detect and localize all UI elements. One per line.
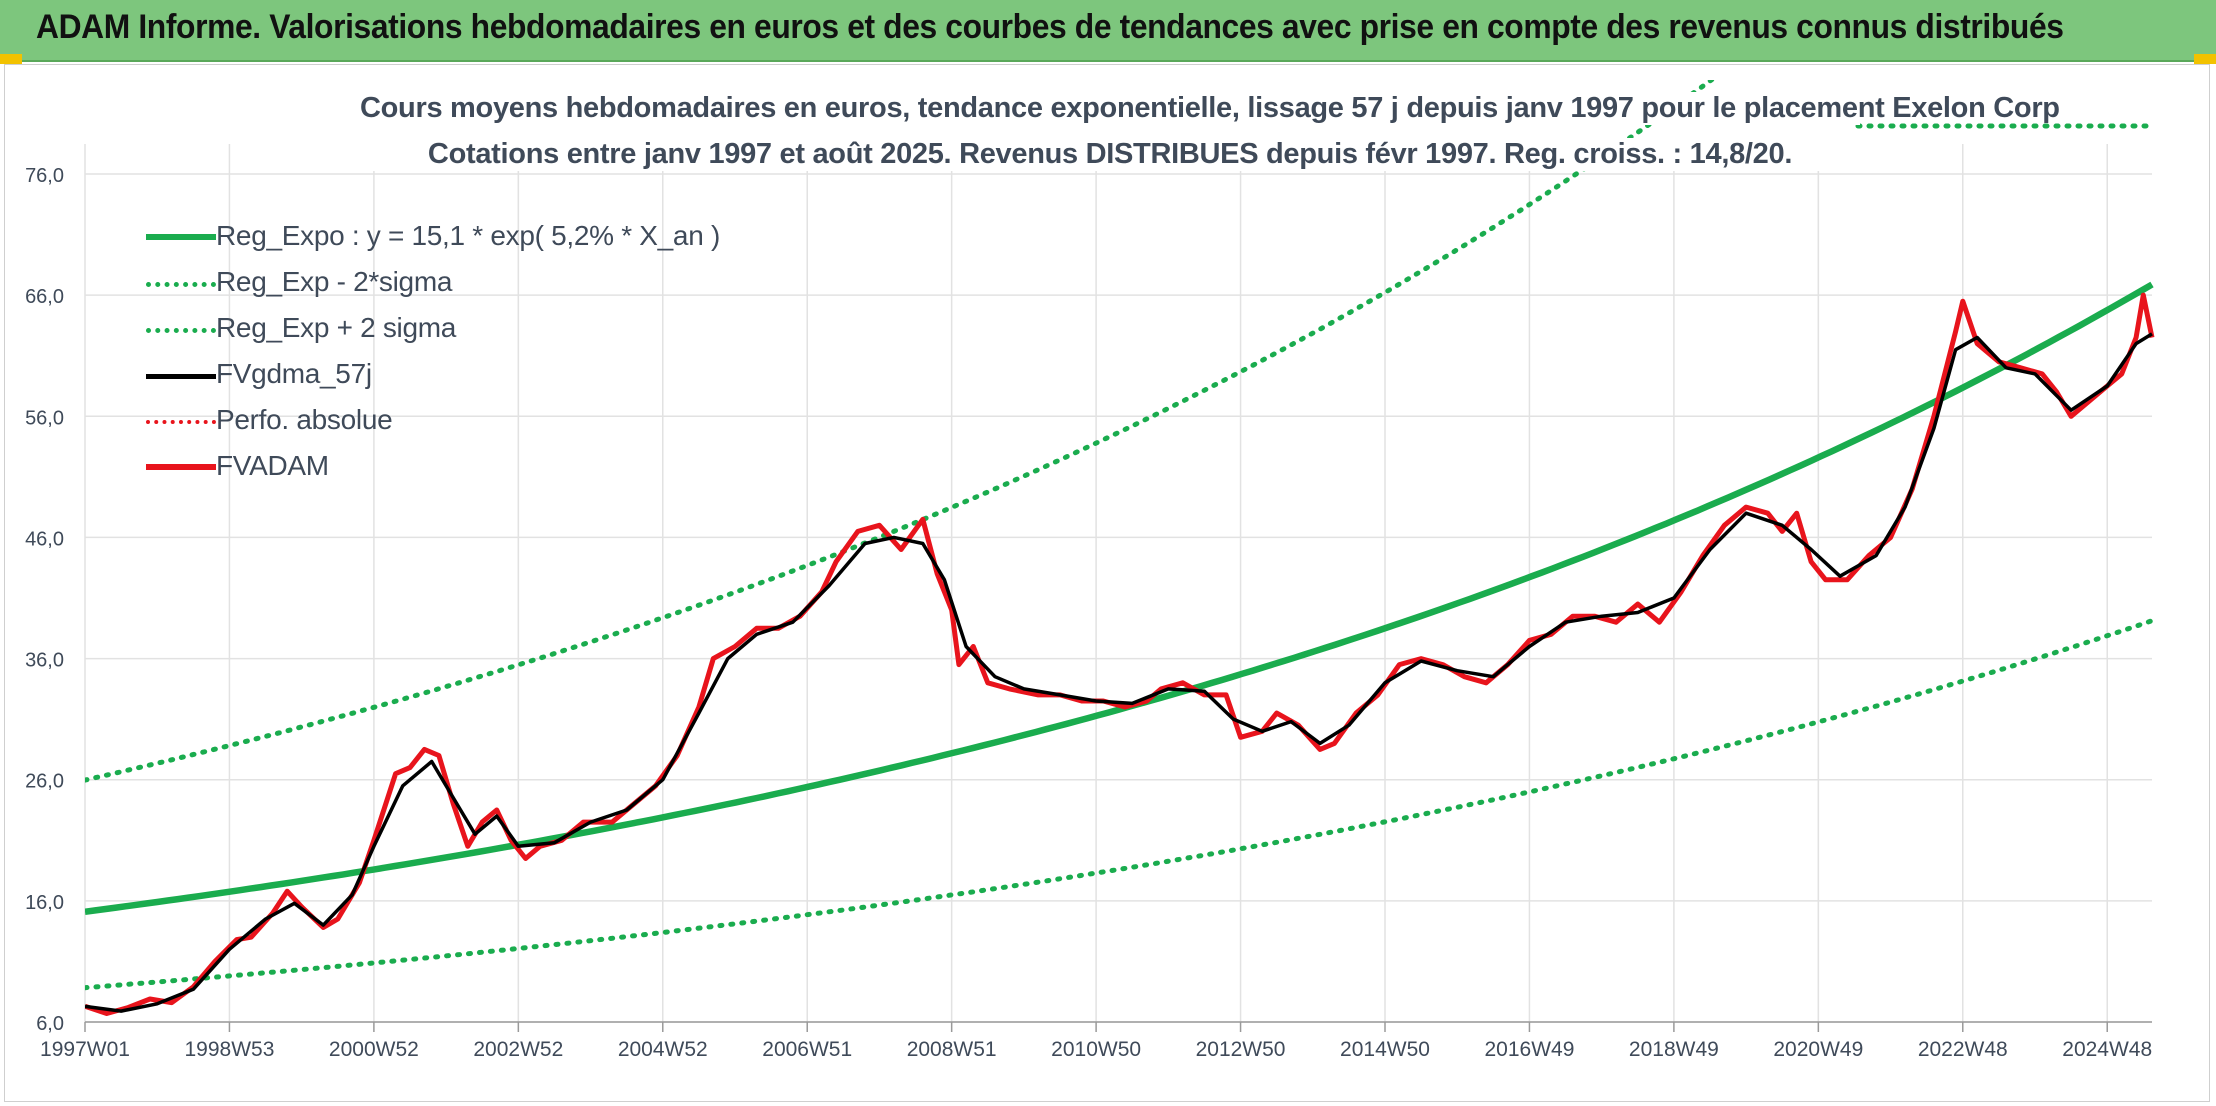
chart-frame xyxy=(4,64,2210,1102)
reg-exp-plus-2-sigma-line xyxy=(85,80,1716,783)
y-tick-label: 56,0 xyxy=(25,407,64,429)
x-tick-label: 1997W01 xyxy=(40,1038,130,1061)
report-banner: ADAM Informe. Valorisations hebdomadaire… xyxy=(0,0,2216,62)
legend-label: FVADAM xyxy=(216,450,329,481)
legend-label: Reg_Expo : y = 15,1 * exp( 5,2% * X_an ) xyxy=(216,220,720,251)
legend-swatch-perfo-absolue xyxy=(146,420,216,424)
chart-title: Cours moyens hebdomadaires en euros, ten… xyxy=(360,92,2060,125)
x-tick-label: 2016W49 xyxy=(1484,1038,1574,1061)
x-tick-label: 2012W50 xyxy=(1196,1038,1286,1061)
y-tick-label: 6,0 xyxy=(36,1013,64,1035)
x-tick-label: 2000W52 xyxy=(329,1038,419,1061)
x-tick-label: 2006W51 xyxy=(762,1038,852,1061)
chart-subtitle: Cotations entre janv 1997 et août 2025. … xyxy=(360,138,1860,171)
legend-item-perfo-absolue: Perfo. absolue xyxy=(140,400,740,446)
y-tick-label: 66,0 xyxy=(25,286,64,308)
legend-item-reg-exp-minus: Reg_Exp - 2*sigma xyxy=(140,262,740,308)
legend-item-reg-exp-plus: Reg_Exp + 2 sigma xyxy=(140,308,740,354)
legend-swatch-reg-exp-minus xyxy=(146,282,216,287)
x-tick-label: 2020W49 xyxy=(1773,1038,1863,1061)
x-tick-label: 2024W48 xyxy=(2062,1038,2152,1061)
fvgdma-57j-line xyxy=(85,332,2153,1013)
x-tick-label: 2002W52 xyxy=(473,1038,563,1061)
reg-expo-line xyxy=(85,281,2154,916)
x-tick-label: 1998W53 xyxy=(184,1038,274,1061)
x-tick-label: 2004W52 xyxy=(618,1038,708,1061)
legend-item-fvadam: FVADAM xyxy=(140,446,740,492)
y-tick-label: 26,0 xyxy=(25,771,64,793)
y-tick-label: 46,0 xyxy=(25,528,64,550)
banner-corner-left xyxy=(0,54,22,64)
legend-label: FVgdma_57j xyxy=(216,358,372,389)
x-tick-label: 2018W49 xyxy=(1629,1038,1719,1061)
legend-item-reg-expo: Reg_Expo : y = 15,1 * exp( 5,2% * X_an ) xyxy=(140,216,740,262)
legend-swatch-fvadam xyxy=(146,464,216,470)
legend-label: Reg_Exp - 2*sigma xyxy=(216,266,453,297)
x-tick-label: 2008W51 xyxy=(907,1038,997,1061)
chart-legend: Reg_Expo : y = 15,1 * exp( 5,2% * X_an )… xyxy=(140,216,740,492)
y-tick-label: 16,0 xyxy=(25,892,64,914)
legend-label: Reg_Exp + 2 sigma xyxy=(216,312,457,343)
legend-label: Perfo. absolue xyxy=(216,404,393,435)
legend-item-fvgdma: FVgdma_57j xyxy=(140,354,740,400)
y-tick-label: 36,0 xyxy=(25,650,64,672)
legend-swatch-fvgdma xyxy=(146,374,216,379)
y-tick-label: 76,0 xyxy=(25,165,64,187)
banner-corner-right xyxy=(2194,54,2216,64)
legend-swatch-reg-exp-plus xyxy=(146,328,216,333)
banner-title: ADAM Informe. Valorisations hebdomadaire… xyxy=(36,8,2064,46)
x-tick-label: 2014W50 xyxy=(1340,1038,1430,1061)
fvadam-line xyxy=(85,292,2155,1016)
x-tick-label: 2022W48 xyxy=(1918,1038,2008,1061)
x-tick-label: 2010W50 xyxy=(1051,1038,1141,1061)
legend-swatch-reg-expo xyxy=(146,234,216,240)
